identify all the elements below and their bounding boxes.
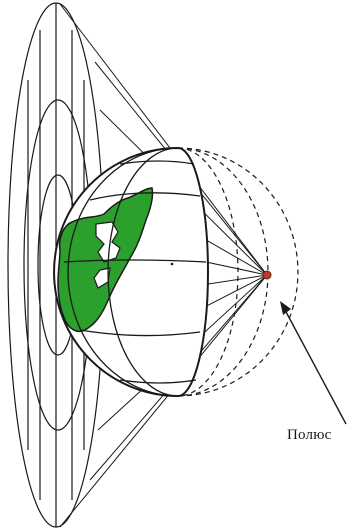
- pole-arrow: [280, 301, 347, 425]
- globe: [53, 146, 209, 398]
- dashed-hemisphere: [177, 147, 299, 397]
- pole-point: [262, 270, 272, 280]
- land-gap: [95, 221, 121, 263]
- pole-label: Полюс: [287, 427, 332, 443]
